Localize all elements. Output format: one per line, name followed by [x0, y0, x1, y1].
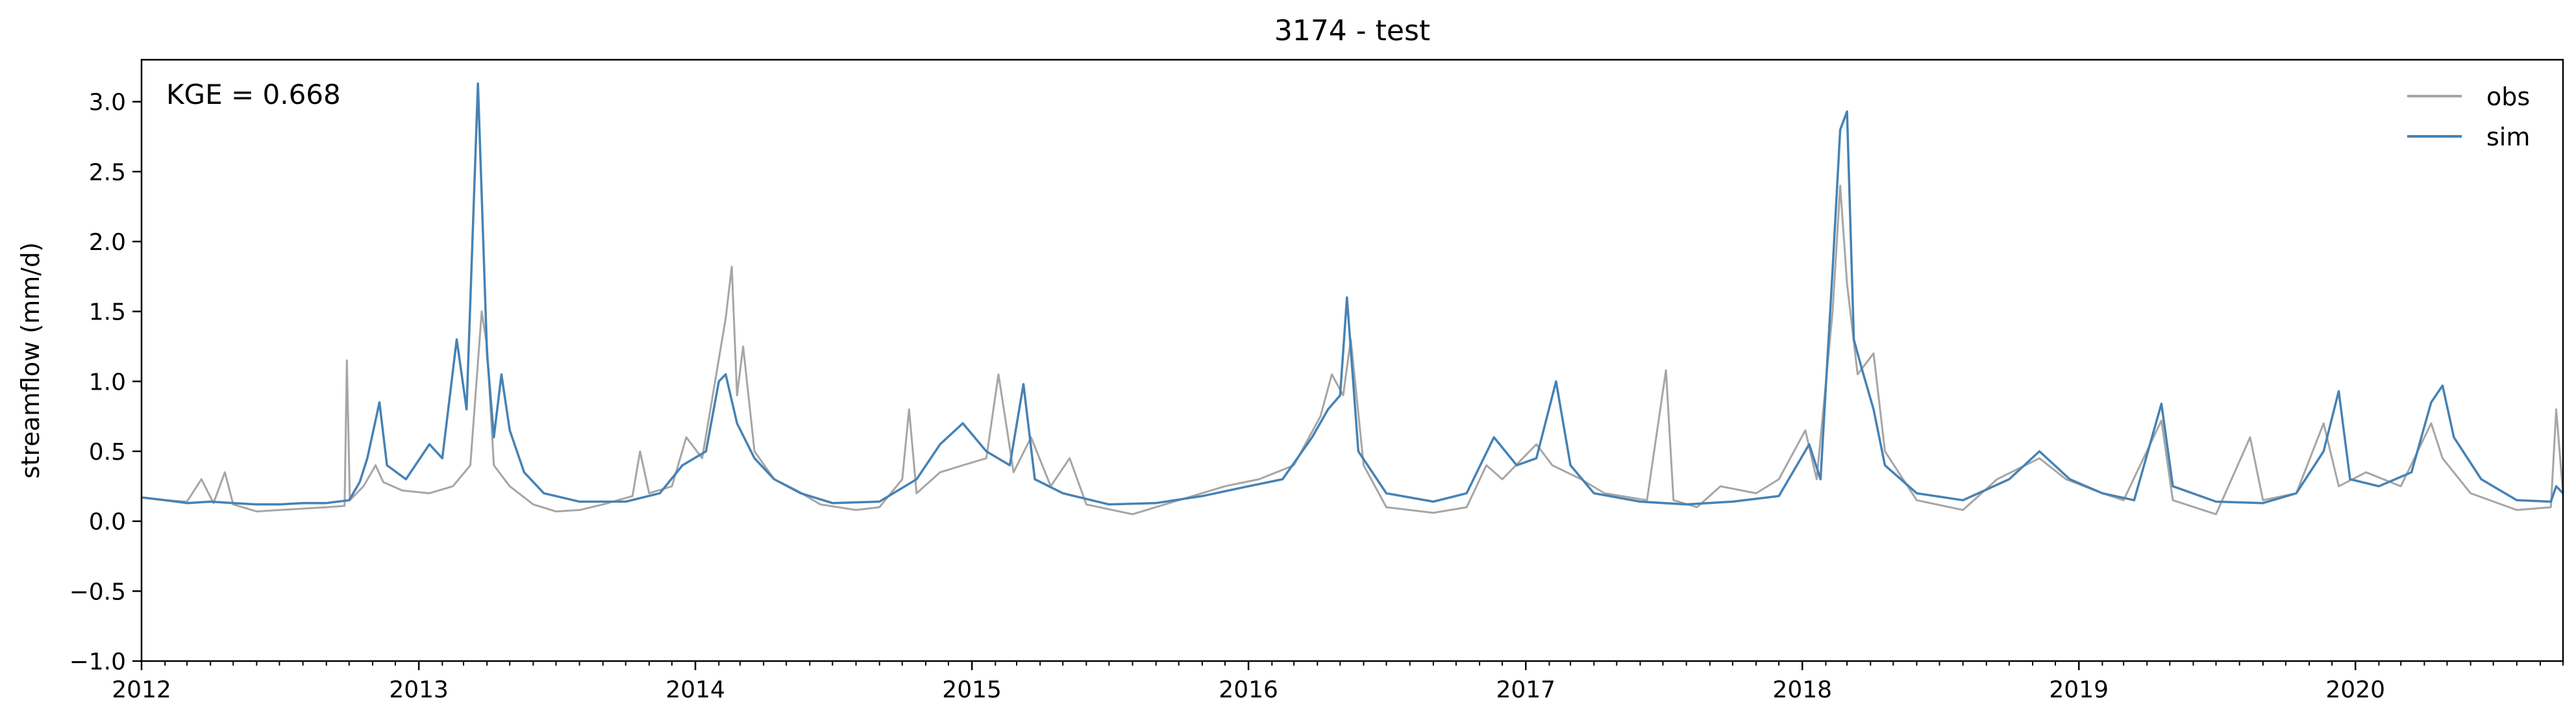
kge-annotation: KGE = 0.668	[166, 79, 341, 110]
y-tick-label: 0.5	[89, 439, 126, 466]
y-axis-label: streamflow (mm/d)	[16, 242, 45, 479]
x-tick-label: 2017	[1496, 677, 1555, 703]
chart-title: 3174 - test	[1274, 14, 1430, 47]
y-tick-label: −1.0	[69, 649, 126, 675]
x-tick-label: 2016	[1219, 677, 1278, 703]
series-line-sim	[141, 82, 2564, 506]
y-tick-label: 2.0	[89, 229, 126, 256]
plot-frame	[140, 58, 2564, 662]
x-tick-label: 2015	[942, 677, 1002, 703]
legend: obs sim	[2407, 82, 2530, 151]
x-tick-label: 2020	[2325, 677, 2385, 703]
y-tick-label: −0.5	[69, 579, 126, 605]
tick-layer: 2012 2013 2014 2015 2016 2017 2018 2019 2020 −1.0…	[69, 90, 2564, 703]
legend-sim-label: sim	[2486, 123, 2530, 151]
y-tick-label: 2.5	[89, 159, 126, 186]
x-tick-label: 2014	[665, 677, 725, 703]
y-tick-label: 1.5	[89, 299, 126, 326]
y-tick-label: 3.0	[89, 90, 126, 116]
x-tick-label: 2013	[389, 677, 449, 703]
x-tick-label: 2018	[1772, 677, 1832, 703]
y-tick-label: 1.0	[89, 369, 126, 395]
x-tick-label: 2012	[112, 677, 171, 703]
series-line-obs	[141, 184, 2564, 516]
series-layer	[141, 82, 2564, 516]
x-tick-label: 2019	[2049, 677, 2109, 703]
legend-obs-label: obs	[2486, 82, 2530, 111]
y-tick-label: 0.0	[89, 509, 126, 536]
